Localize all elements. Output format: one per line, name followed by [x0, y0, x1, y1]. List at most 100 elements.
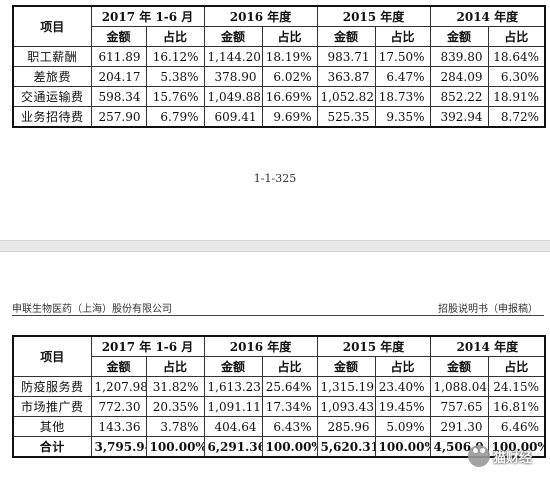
share-header: 占比	[487, 356, 547, 377]
share-cell: 24.15%	[487, 376, 547, 397]
amount-cell: 852.22	[429, 86, 489, 107]
amount-header: 金额	[316, 356, 376, 377]
company-name-header: 申联生物医药（上海）股份有限公司	[12, 304, 172, 315]
amount-cell: 1,144.20	[203, 46, 263, 67]
share-cell: 18.73%	[374, 86, 431, 107]
cat-logo-icon	[468, 445, 490, 467]
share-cell: 16.12%	[145, 46, 205, 67]
amount-cell: 143.36	[90, 416, 147, 437]
share-header: 占比	[374, 356, 431, 377]
total-amount-cell: 6,291.36	[203, 436, 263, 458]
amount-cell: 1,088.04	[429, 376, 489, 397]
row-label: 市场推广费	[12, 396, 92, 417]
share-cell: 5.38%	[145, 66, 205, 87]
amount-cell: 611.89	[90, 46, 147, 67]
item-header: 项目	[12, 5, 92, 47]
page-number: 1-1-325	[253, 172, 297, 185]
header-rule	[12, 315, 544, 316]
share-header: 占比	[487, 26, 547, 47]
amount-cell: 983.71	[316, 46, 376, 67]
amount-cell: 1,207.98	[90, 376, 147, 397]
share-cell: 18.91%	[487, 86, 547, 107]
header-row: 项目 2017 年 1-6 月 2016 年度 2015 年度 2014 年度	[12, 335, 547, 377]
share-cell: 6.02%	[261, 66, 318, 87]
item-header: 项目	[12, 335, 92, 377]
share-cell: 23.40%	[374, 376, 431, 397]
watermark-text: 猫财经	[493, 450, 533, 466]
share-cell: 9.69%	[261, 106, 318, 128]
table-row: 市场推广费 772.30 20.35% 1,091.11 17.34% 1,093.43 1…	[12, 396, 547, 417]
amount-header: 金额	[429, 356, 489, 377]
subheader-row: 金额 占比 金额 占比 金额 占比 金额 占比	[13, 356, 547, 377]
amount-cell: 525.35	[316, 106, 376, 128]
total-share-cell: 100.00%	[487, 436, 547, 458]
share-cell: 3.78%	[145, 416, 205, 437]
amount-cell: 378.90	[203, 66, 263, 87]
share-cell: 6.30%	[487, 66, 547, 87]
amount-header: 金额	[203, 26, 263, 47]
amount-header: 金额	[316, 26, 376, 47]
amount-header: 金额	[429, 26, 489, 47]
amount-cell: 1,049.88	[203, 86, 263, 107]
row-label: 差旅费	[12, 66, 92, 87]
period-header: 2017 年 1-6 月	[90, 335, 205, 357]
row-label: 交通运输费	[12, 86, 92, 107]
share-header: 占比	[261, 26, 318, 47]
amount-cell: 404.64	[203, 416, 263, 437]
expense-table-bottom: 项目 2017 年 1-6 月 2016 年度 2015 年度 2014 年度 金额 占比金…	[12, 335, 547, 458]
amount-cell: 1,091.11	[203, 396, 263, 417]
header-row: 项目 2017 年 1-6 月 2016 年度 2015 年度 2014 年度	[12, 5, 547, 47]
row-label: 防疫服务费	[12, 376, 92, 397]
share-header: 占比	[261, 356, 318, 377]
row-label: 职工薪酬	[12, 46, 92, 67]
total-share-cell: 100.00%	[145, 436, 205, 458]
total-amount-cell: 5,620.31	[316, 436, 376, 458]
table-row: 业务招待费 257.90 6.79% 609.41 9.69% 525.35 9.35% 39…	[12, 106, 547, 128]
share-cell: 15.76%	[145, 86, 205, 107]
share-cell: 6.79%	[145, 106, 205, 128]
amount-cell: 757.65	[429, 396, 489, 417]
share-cell: 18.64%	[487, 46, 547, 67]
period-header: 2017 年 1-6 月	[90, 5, 205, 27]
share-cell: 25.64%	[261, 376, 318, 397]
amount-cell: 204.17	[90, 66, 147, 87]
share-cell: 20.35%	[145, 396, 205, 417]
share-cell: 31.82%	[145, 376, 205, 397]
amount-cell: 598.34	[90, 86, 147, 107]
subheader-row: 金额 占比 金额 占比 金额 占比 金额 占比	[13, 26, 547, 47]
share-cell: 17.50%	[374, 46, 431, 67]
document-page-upper: 项目 2017 年 1-6 月 2016 年度 2015 年度 2014 年度 金额 占比金…	[0, 0, 550, 240]
share-cell: 6.43%	[261, 416, 318, 437]
amount-cell: 392.94	[429, 106, 489, 128]
document-title-header: 招股说明书（申报稿）	[438, 304, 538, 315]
table-row: 差旅费 204.17 5.38% 378.90 6.02% 363.87 6.47% 284.…	[12, 66, 547, 87]
amount-cell: 285.96	[316, 416, 376, 437]
amount-cell: 772.30	[90, 396, 147, 417]
total-label: 合计	[12, 436, 92, 458]
share-cell: 5.09%	[374, 416, 431, 437]
period-header: 2014 年度	[429, 5, 547, 27]
period-header: 2015 年度	[316, 335, 431, 357]
share-cell: 19.45%	[374, 396, 431, 417]
amount-header: 金额	[90, 26, 147, 47]
share-cell: 9.35%	[374, 106, 431, 128]
watermark: 猫财经	[468, 443, 544, 469]
table-row: 防疫服务费 1,207.98 31.82% 1,613.23 25.64% 1,315.1…	[12, 376, 547, 397]
period-header: 2016 年度	[203, 335, 318, 357]
period-header: 2016 年度	[203, 5, 318, 27]
page-gap	[0, 240, 550, 252]
amount-cell: 1,315.19	[316, 376, 376, 397]
table-row: 职工薪酬 611.89 16.12% 1,144.20 18.19% 983.71 17.5…	[12, 46, 547, 67]
share-cell: 16.81%	[487, 396, 547, 417]
share-cell: 18.19%	[261, 46, 318, 67]
share-cell: 6.47%	[374, 66, 431, 87]
amount-cell: 1,613.23	[203, 376, 263, 397]
row-label: 其他	[12, 416, 92, 437]
amount-header: 金额	[203, 356, 263, 377]
period-header: 2015 年度	[316, 5, 431, 27]
amount-cell: 609.41	[203, 106, 263, 128]
amount-cell: 839.80	[429, 46, 489, 67]
amount-cell: 1,052.82	[316, 86, 376, 107]
period-header: 2014 年度	[429, 335, 547, 357]
share-cell: 8.72%	[487, 106, 547, 128]
